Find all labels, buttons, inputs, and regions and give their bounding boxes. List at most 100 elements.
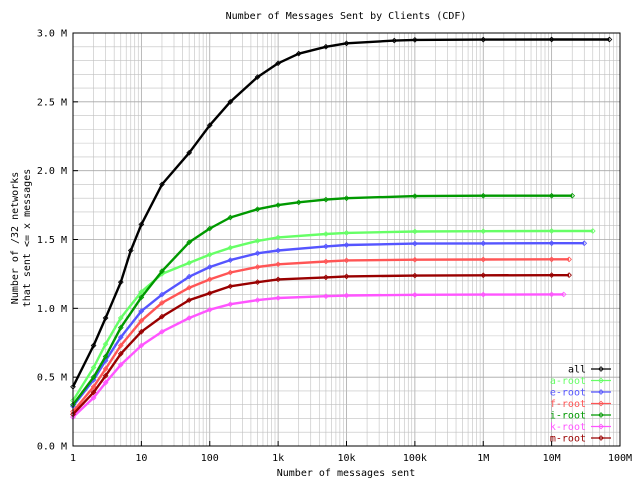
data-point-a-root xyxy=(90,364,97,371)
data-point-i-root xyxy=(343,195,350,202)
data-point-e-root xyxy=(412,240,418,247)
y-tick-label: 1.0 M xyxy=(37,304,67,315)
data-point-m-root xyxy=(70,411,76,418)
series-layer xyxy=(70,36,613,420)
data-point-all xyxy=(275,60,281,67)
data-point-i-root xyxy=(548,192,555,199)
data-point-m-root xyxy=(102,372,109,379)
series-line-f-root xyxy=(72,258,570,413)
data-point-all xyxy=(102,315,109,321)
data-point-f-root xyxy=(480,256,487,263)
data-point-m-root xyxy=(90,389,97,396)
data-point-e-root xyxy=(186,273,193,280)
data-point-m-root xyxy=(117,350,124,357)
data-point-m-root xyxy=(566,272,572,279)
series-line-e-root xyxy=(72,242,585,407)
data-point-i-root xyxy=(206,225,213,232)
data-point-e-root xyxy=(159,291,165,298)
y-tick-label: 2.0 M xyxy=(37,166,67,177)
data-point-i-root xyxy=(90,374,97,381)
legend-label-all: all xyxy=(568,365,586,376)
data-point-f-root xyxy=(548,256,555,263)
legend-marker-m-root xyxy=(598,435,604,441)
data-point-e-root xyxy=(70,403,76,409)
data-point-k-root xyxy=(323,293,329,300)
tick-layer: 1 10 100 1k 10k 100k 1M 10M 100M 0.0 M 0.5 M 1.0 M 1… xyxy=(37,29,632,465)
legend-marker-e-root xyxy=(598,389,604,395)
data-point-i-root xyxy=(70,401,76,408)
data-point-f-root xyxy=(323,258,329,265)
data-point-all xyxy=(227,98,234,105)
data-point-e-root xyxy=(343,242,350,248)
data-point-i-root xyxy=(102,353,109,360)
data-point-m-root xyxy=(323,274,329,281)
data-point-k-root xyxy=(412,291,418,298)
data-point-f-root xyxy=(90,383,97,390)
data-point-all xyxy=(138,221,145,228)
legend-marker-k-root xyxy=(598,423,604,430)
data-point-a-root xyxy=(589,228,596,234)
data-point-a-root xyxy=(227,244,234,251)
data-point-all xyxy=(606,36,613,43)
x-tick-label: 1 xyxy=(70,453,76,464)
y-axis-label-group: Number of /32 networks that sent <= x me… xyxy=(10,169,33,307)
data-point-e-root xyxy=(581,240,588,247)
data-point-m-root xyxy=(254,279,261,286)
data-point-f-root xyxy=(254,264,261,270)
data-point-a-root xyxy=(343,230,350,236)
series-markers-a-root xyxy=(70,228,596,404)
data-point-k-root xyxy=(186,315,193,321)
data-point-f-root xyxy=(102,366,109,372)
y-tick-label: 2.5 M xyxy=(37,97,67,108)
data-point-e-root xyxy=(323,243,329,250)
series-line-all xyxy=(71,38,610,388)
data-point-e-root xyxy=(275,247,281,254)
series-markers-all xyxy=(70,36,613,390)
data-point-f-root xyxy=(566,256,572,263)
chart-title: Number of Messages Sent by Clients (CDF) xyxy=(226,11,467,22)
data-point-a-root xyxy=(254,238,261,244)
data-point-f-root xyxy=(343,257,350,264)
data-point-all xyxy=(343,40,350,47)
legend-label-i-root: i-root xyxy=(550,411,586,422)
data-point-a-root xyxy=(480,228,487,235)
data-point-e-root xyxy=(254,250,261,257)
data-point-k-root xyxy=(480,291,487,298)
series-line-m-root xyxy=(72,274,570,416)
data-point-k-root xyxy=(227,301,234,308)
data-point-m-root xyxy=(275,276,281,283)
data-point-k-root xyxy=(117,361,124,368)
data-point-k-root xyxy=(254,297,261,303)
data-point-a-root xyxy=(323,231,329,237)
series-markers-f-root xyxy=(70,256,572,415)
legend-marker-f-root xyxy=(598,400,604,407)
data-point-e-root xyxy=(138,308,145,314)
x-axis-label: Number of messages sent xyxy=(277,468,415,479)
data-point-e-root xyxy=(117,334,124,341)
data-point-all xyxy=(186,149,193,156)
legend-marker-all xyxy=(598,366,604,372)
x-tick-label: 10k xyxy=(337,453,355,464)
legend-label-k-root: k-root xyxy=(550,422,586,433)
data-point-i-root xyxy=(323,196,329,203)
data-point-all xyxy=(90,342,97,349)
data-point-e-root xyxy=(206,264,213,270)
y-axis-label-line-2: that sent <= x messages xyxy=(22,169,33,307)
data-point-m-root xyxy=(206,290,213,297)
data-point-f-root xyxy=(412,256,418,263)
y-tick-label: 3.0 M xyxy=(37,29,67,40)
data-point-f-root xyxy=(138,317,145,324)
data-point-all xyxy=(127,247,134,254)
y-tick-label: 0.5 M xyxy=(37,373,67,384)
x-tick-label: 100M xyxy=(608,453,632,464)
data-point-e-root xyxy=(227,257,234,264)
data-point-all xyxy=(323,43,329,50)
data-point-a-root xyxy=(275,234,281,241)
data-point-i-root xyxy=(254,206,261,213)
series-markers-e-root xyxy=(70,240,588,409)
data-point-all xyxy=(480,36,487,43)
data-point-k-root xyxy=(90,394,97,401)
data-point-i-root xyxy=(480,192,487,199)
data-point-i-root xyxy=(186,239,193,246)
legend-marker-a-root xyxy=(598,377,604,384)
